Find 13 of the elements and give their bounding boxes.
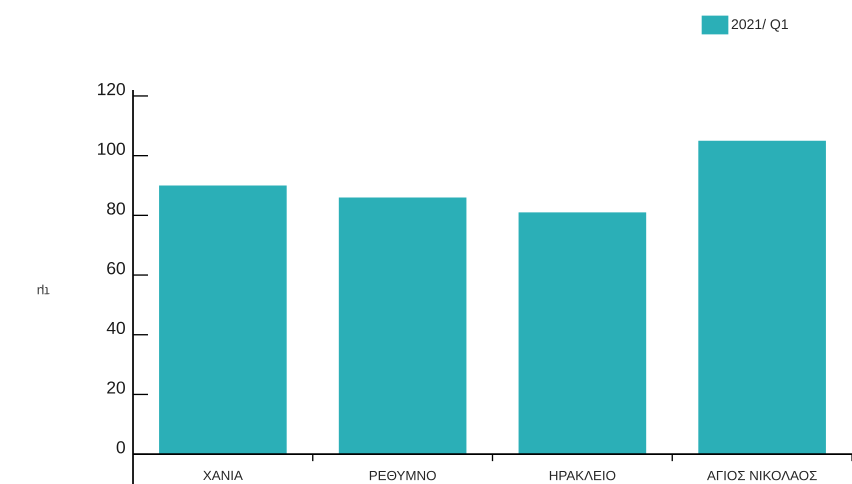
y-tick-label: 80 <box>107 202 125 215</box>
legend-label: 2021/ Q1 <box>732 18 788 32</box>
x-tick-label: ΑΓΙΟΣ ΝΙΚΟΛΑΟΣ <box>706 470 817 480</box>
y-tick-label: 0 <box>116 441 125 454</box>
y-axis-title: τμ <box>38 284 50 294</box>
y-tick-label: 40 <box>106 322 125 334</box>
x-tick-label: ΧΑΝΙΑ <box>203 470 243 480</box>
x-tick-label: ΗΡΑΚΛΕΙΟ <box>550 470 616 480</box>
y-tick-label: 100 <box>98 142 125 155</box>
y-tick-label: 60 <box>107 262 125 274</box>
y-tick-label: 20 <box>107 381 125 394</box>
x-tick-label: ΡΕΘΥΜΝΟ <box>370 470 436 480</box>
y-tick-label: 120 <box>98 82 125 96</box>
